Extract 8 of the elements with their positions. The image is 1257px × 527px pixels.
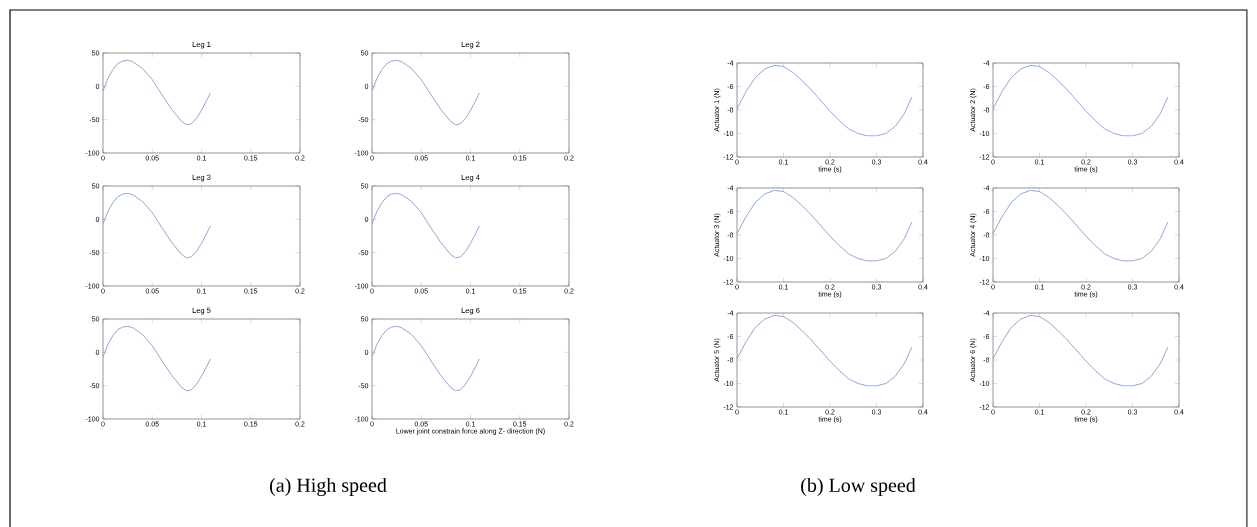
line-series — [372, 192, 480, 259]
line-series — [103, 59, 211, 126]
line-series — [103, 325, 211, 392]
line-series — [372, 59, 480, 126]
text: (b) Low speed — [801, 477, 916, 497]
line-series — [372, 325, 480, 392]
line-series — [103, 192, 211, 259]
text: (a) High speed — [270, 477, 387, 497]
